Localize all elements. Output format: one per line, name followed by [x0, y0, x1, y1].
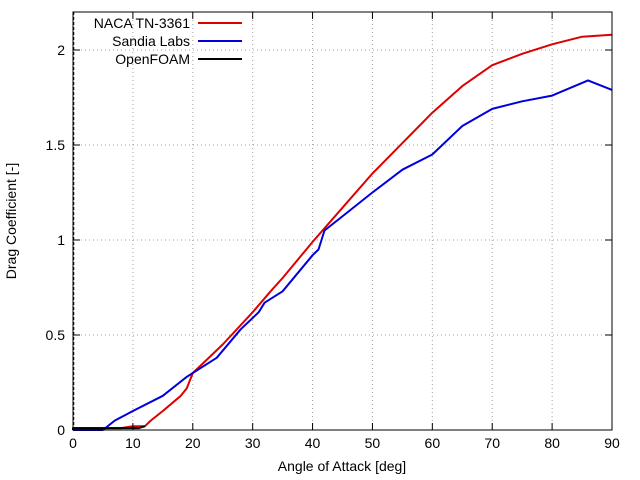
- legend-label: OpenFOAM: [115, 51, 190, 67]
- y-tick-label: 2: [57, 42, 65, 58]
- plot-frame: [72, 11, 613, 431]
- y-axis-label: Drag Coefficient [-]: [3, 163, 19, 279]
- legend-entry: NACA TN-3361: [94, 15, 242, 31]
- legend: NACA TN-3361 Sandia Labs OpenFOAM: [94, 15, 242, 67]
- x-tick-label: 10: [125, 435, 141, 451]
- grid: [73, 12, 612, 430]
- y-tick-label: 0.5: [46, 327, 66, 343]
- x-tick-label: 30: [245, 435, 261, 451]
- y-tick-label: 0: [57, 422, 65, 438]
- series-lines: [72, 12, 613, 431]
- legend-entry: Sandia Labs: [112, 33, 242, 49]
- legend-label: Sandia Labs: [112, 33, 190, 49]
- x-tick-label: 0: [69, 435, 77, 451]
- y-tick-label: 1.5: [46, 137, 66, 153]
- naca-series-line: [73, 33, 613, 430]
- x-tick-label: 80: [544, 435, 560, 451]
- x-tick-label: 60: [425, 435, 441, 451]
- legend-label: NACA TN-3361: [94, 15, 190, 31]
- y-tick-label: 1: [57, 232, 65, 248]
- x-tick-label: 20: [185, 435, 201, 451]
- x-tick-label: 70: [484, 435, 500, 451]
- x-tick-label: 50: [365, 435, 381, 451]
- x-tick-label: 40: [305, 435, 321, 451]
- openfoam-series-line: [72, 425, 146, 430]
- sandia-series-line: [73, 79, 613, 431]
- x-tick-label: 90: [604, 435, 620, 451]
- legend-entry: OpenFOAM: [115, 51, 242, 67]
- x-axis-label: Angle of Attack [deg]: [278, 458, 406, 474]
- axis-ticks: 0 10 20 30 40 50 60 70 80 90 0 0.5 1 1.5 2: [46, 12, 620, 451]
